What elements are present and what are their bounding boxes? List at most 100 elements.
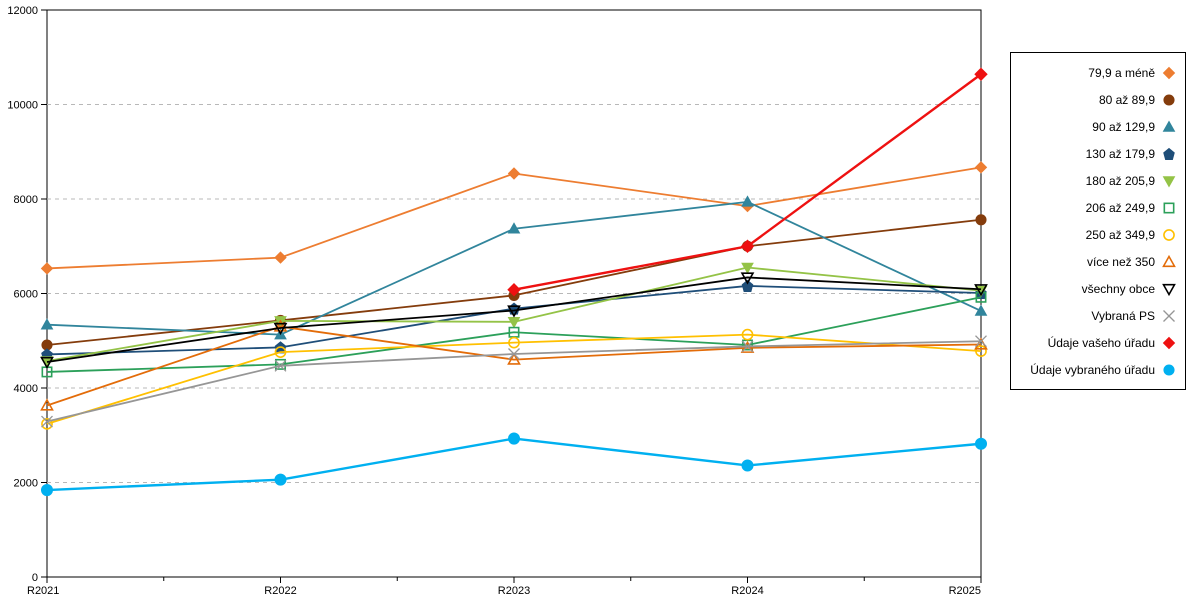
legend-label: Vybraná PS bbox=[1091, 308, 1155, 323]
triangle-up-marker bbox=[974, 304, 988, 316]
legend-label: 206 až 249,9 bbox=[1085, 200, 1155, 215]
y-tick-label: 12000 bbox=[7, 5, 38, 17]
triangle-down-outline-icon bbox=[1160, 282, 1178, 296]
circle-marker bbox=[1163, 363, 1175, 376]
legend-label: 180 až 205,9 bbox=[1085, 173, 1155, 188]
circle-icon bbox=[1160, 363, 1178, 377]
chart-series bbox=[507, 67, 988, 297]
circle-marker bbox=[1163, 228, 1175, 241]
x-tick-label: R2024 bbox=[731, 585, 763, 597]
triangle-down-marker bbox=[974, 284, 988, 297]
x-marker bbox=[41, 415, 53, 428]
chart-series bbox=[40, 432, 988, 497]
circle-marker bbox=[974, 437, 988, 450]
chart-series bbox=[40, 272, 988, 370]
y-tick-label: 4000 bbox=[14, 383, 38, 395]
diamond-icon bbox=[1160, 66, 1178, 80]
diamond-marker bbox=[40, 262, 54, 275]
x-marker bbox=[274, 359, 287, 372]
triangle-up-marker bbox=[1162, 254, 1176, 267]
legend-item[interactable]: 130 až 179,9 bbox=[1011, 147, 1185, 161]
series-line bbox=[46, 333, 982, 425]
circle-marker bbox=[741, 459, 754, 472]
square-marker bbox=[1163, 202, 1175, 213]
chart-series bbox=[41, 328, 987, 430]
legend-marker-svg bbox=[1162, 66, 1176, 79]
x-marker bbox=[975, 335, 987, 348]
triangle-up-marker bbox=[741, 195, 754, 207]
legend-item[interactable]: 80 až 89,9 bbox=[1011, 93, 1185, 107]
diamond-marker bbox=[507, 283, 521, 297]
x-tick-label: R2023 bbox=[498, 585, 530, 597]
legend-label: 130 až 179,9 bbox=[1085, 146, 1155, 161]
circle-marker bbox=[1163, 93, 1175, 106]
legend-label: více než 350 bbox=[1086, 254, 1155, 269]
legend-label: 79,9 a méně bbox=[1088, 65, 1155, 80]
legend-item[interactable]: více než 350 bbox=[1011, 254, 1185, 269]
square-marker bbox=[275, 358, 286, 370]
circle-marker bbox=[975, 214, 987, 226]
y-tick-label: 0 bbox=[32, 572, 38, 584]
plot-area: 0 2000 4000 6000 8000 10000 12000 R2021 R2022 R20… bbox=[7, 5, 988, 597]
triangle-down-marker bbox=[507, 305, 521, 318]
legend-item[interactable]: 250 až 349,9 bbox=[1011, 228, 1185, 242]
triangle-up-marker bbox=[507, 222, 521, 234]
x-tick-label: R2025 bbox=[949, 585, 981, 597]
triangle-up-marker bbox=[1162, 119, 1176, 132]
y-tick-label: 10000 bbox=[7, 100, 38, 112]
line-chart: 0 2000 4000 6000 8000 10000 12000 R2021 R2022 R20… bbox=[7, 5, 988, 597]
y-tick-label: 6000 bbox=[14, 289, 38, 301]
chart-series bbox=[40, 195, 988, 340]
triangle-down-marker bbox=[1162, 283, 1176, 296]
circle-marker bbox=[274, 346, 287, 358]
circle-marker bbox=[975, 345, 987, 358]
legend-item[interactable]: 180 až 205,9 bbox=[1011, 174, 1185, 188]
triangle-up-outline-icon bbox=[1160, 254, 1178, 269]
series-line bbox=[46, 325, 982, 407]
legend-label: 250 až 349,9 bbox=[1085, 227, 1155, 242]
triangle-down-marker bbox=[741, 262, 754, 275]
circle-marker bbox=[508, 336, 520, 349]
circle-marker bbox=[40, 484, 54, 497]
legend-marker-svg bbox=[1162, 175, 1176, 188]
legend-item[interactable]: 90 až 129,9 bbox=[1011, 119, 1185, 134]
circle-marker bbox=[41, 418, 53, 430]
legend-marker-svg bbox=[1163, 147, 1175, 160]
legend-marker-svg bbox=[1162, 336, 1176, 349]
diamond-marker bbox=[274, 251, 287, 264]
diamond-marker bbox=[974, 67, 988, 81]
diamond-marker bbox=[1162, 66, 1176, 79]
circle-marker bbox=[274, 473, 287, 486]
circle-icon bbox=[1160, 93, 1178, 107]
legend: 79,9 a méně 80 až 89,9 90 až 129,9 130 a… bbox=[1010, 52, 1186, 390]
legend-item[interactable]: Údaje vybraného úřadu bbox=[1011, 363, 1185, 377]
legend-item[interactable]: Údaje vašeho úřadu bbox=[1011, 336, 1185, 350]
x-marker bbox=[508, 348, 520, 360]
diamond-marker bbox=[974, 161, 988, 174]
x-mark-icon bbox=[1160, 309, 1178, 323]
triangle-down-marker bbox=[40, 356, 54, 370]
legend-marker-svg bbox=[1163, 93, 1175, 106]
legend-marker-svg bbox=[1162, 283, 1176, 296]
legend-marker-svg bbox=[1163, 228, 1175, 241]
series-line bbox=[46, 276, 982, 363]
diamond-marker bbox=[507, 167, 521, 180]
legend-item[interactable]: 79,9 a méně bbox=[1011, 66, 1185, 80]
legend-item[interactable]: všechny obce bbox=[1011, 282, 1185, 296]
chart-series bbox=[40, 161, 988, 275]
legend-marker-svg bbox=[1163, 363, 1175, 376]
x-marker bbox=[1163, 309, 1175, 322]
legend-label: 80 až 89,9 bbox=[1098, 92, 1155, 107]
legend-item[interactable]: 206 až 249,9 bbox=[1011, 201, 1185, 215]
legend-item[interactable]: Vybraná PS bbox=[1011, 309, 1185, 323]
triangle-up-marker bbox=[273, 319, 288, 332]
circle-marker bbox=[741, 328, 754, 341]
legend-label: Údaje vašeho úřadu bbox=[1047, 335, 1155, 350]
circle-marker bbox=[507, 432, 521, 445]
legend-label: Údaje vybraného úřadu bbox=[1030, 362, 1155, 377]
triangle-down-marker bbox=[1162, 175, 1176, 188]
square-marker bbox=[975, 291, 987, 303]
pentagon-marker bbox=[1163, 147, 1175, 160]
triangle-up-marker bbox=[40, 398, 54, 411]
square-outline-icon bbox=[1160, 201, 1178, 215]
